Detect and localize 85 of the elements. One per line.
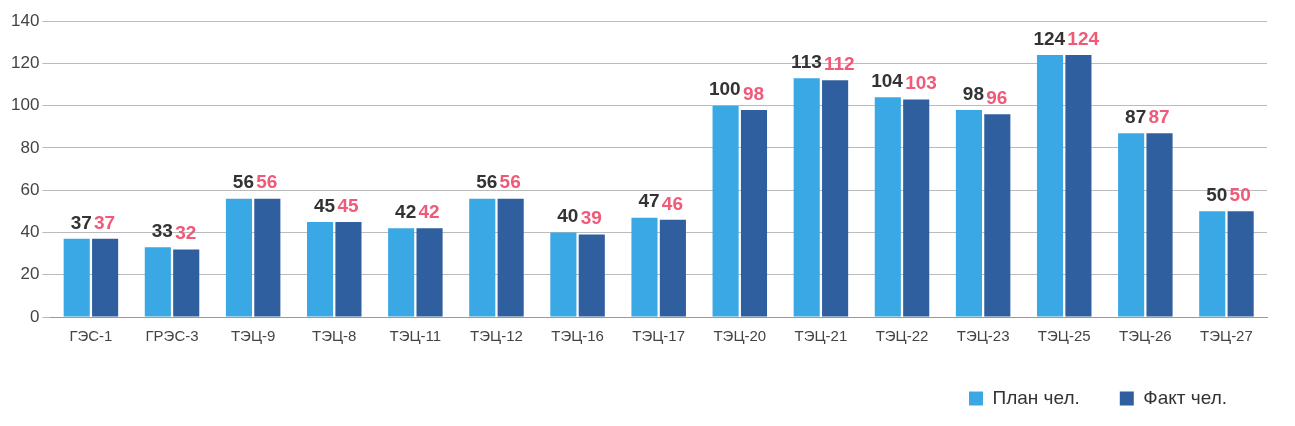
data-label: 103 <box>905 72 937 94</box>
y-tick-label: 0 <box>29 306 40 326</box>
data-label: 124 <box>1067 27 1100 49</box>
x-tick-label: ТЭЦ-22 <box>875 327 929 345</box>
data-label: 98 <box>742 82 765 104</box>
data-label: 96 <box>986 86 1008 108</box>
legend-label: План чел. <box>992 386 1080 408</box>
bar <box>955 109 982 317</box>
x-tick-label: ТЭЦ-25 <box>1037 327 1091 345</box>
x-tick-label: ТЭЦ-8 <box>312 327 357 345</box>
bar <box>497 198 524 317</box>
data-label: 37 <box>70 211 92 233</box>
bar <box>469 198 496 317</box>
bar <box>740 109 768 317</box>
data-label: 40 <box>557 205 579 227</box>
data-label: 56 <box>476 171 498 193</box>
bar <box>1036 55 1064 317</box>
bar <box>225 198 252 317</box>
bar <box>254 198 281 317</box>
bar <box>793 78 820 317</box>
bar <box>63 238 90 317</box>
data-label: 45 <box>337 194 359 216</box>
x-tick-label: ТЭЦ-27 <box>1200 327 1253 345</box>
x-tick-label: ТЭЦ-17 <box>632 327 686 345</box>
bar <box>1227 211 1254 317</box>
data-label: 39 <box>580 207 602 229</box>
y-tick-label: 100 <box>10 95 40 115</box>
y-tick-label: 60 <box>20 179 40 199</box>
bar <box>822 80 849 317</box>
bar <box>388 228 415 317</box>
x-tick-label: ТЭЦ-21 <box>794 327 848 345</box>
bar <box>550 232 577 317</box>
bar <box>1118 133 1145 317</box>
x-tick-label: ТЭЦ-16 <box>551 327 604 345</box>
data-label: 42 <box>418 200 440 222</box>
bar <box>903 99 930 317</box>
data-label: 98 <box>962 82 984 104</box>
bar <box>874 97 901 317</box>
data-label: 32 <box>175 222 197 244</box>
legend-label: Факт чел. <box>1143 386 1227 408</box>
data-label: 100 <box>708 78 741 100</box>
bar <box>1065 55 1092 317</box>
bar <box>578 234 605 317</box>
data-label: 37 <box>94 211 116 233</box>
x-tick-label: ГРЭС-3 <box>145 327 199 345</box>
data-label: 56 <box>256 171 278 193</box>
bar <box>659 219 686 317</box>
bar <box>631 217 658 317</box>
bar <box>173 249 200 317</box>
data-label: 47 <box>638 190 660 212</box>
data-label: 112 <box>824 53 855 75</box>
x-tick-label: ТЭЦ-9 <box>230 327 276 345</box>
x-tick-label: ТЭЦ-26 <box>1118 327 1172 345</box>
y-tick-label: 40 <box>20 222 40 242</box>
bar <box>984 114 1011 317</box>
bar <box>306 221 334 317</box>
bar <box>92 238 119 317</box>
x-tick-label: ТЭЦ-12 <box>470 327 523 345</box>
bar <box>1146 133 1173 317</box>
bar <box>144 247 171 317</box>
x-tick-label: ГЭС-1 <box>69 327 113 345</box>
data-label: 46 <box>661 192 683 214</box>
data-label: 87 <box>1148 105 1170 127</box>
x-tick-label: ТЭЦ-23 <box>956 327 1010 345</box>
data-label: 42 <box>395 200 417 222</box>
y-tick-label: 80 <box>20 137 40 157</box>
bar <box>712 105 739 317</box>
data-label: 50 <box>1206 184 1228 206</box>
x-tick-label: ТЭЦ-11 <box>389 327 442 345</box>
data-label: 56 <box>499 171 521 193</box>
y-tick-label: 20 <box>20 264 40 284</box>
y-tick-label: 120 <box>10 53 40 73</box>
data-label: 45 <box>313 194 336 216</box>
data-label: 87 <box>1125 105 1147 127</box>
bar <box>335 221 362 317</box>
bar <box>1199 211 1226 317</box>
data-label: 56 <box>232 171 254 193</box>
data-label: 33 <box>151 220 173 242</box>
data-label: 124 <box>1033 27 1066 49</box>
data-label: 113 <box>791 50 822 72</box>
x-tick-label: ТЭЦ-20 <box>713 327 767 345</box>
bar <box>416 228 443 317</box>
y-tick-label: 140 <box>10 10 40 30</box>
data-label: 104 <box>871 70 904 91</box>
data-label: 50 <box>1229 184 1251 206</box>
